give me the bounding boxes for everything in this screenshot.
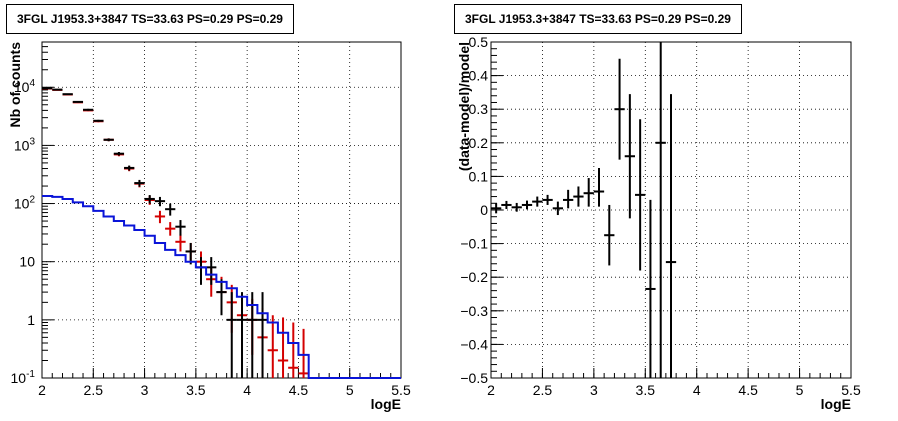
y-tick-label: 0 (480, 202, 488, 218)
data-point (134, 179, 145, 187)
y-tick-label: 0.5 (469, 34, 489, 50)
x-tick-label: 4 (243, 382, 251, 398)
data-point (113, 152, 125, 156)
data-point (226, 292, 237, 378)
data-point (236, 292, 248, 378)
x-tick-label: 5 (796, 382, 804, 398)
data-point (154, 210, 166, 224)
x-tick-label: 3 (141, 382, 149, 398)
data-point (501, 200, 512, 209)
data-point (42, 87, 53, 90)
data-point (491, 203, 502, 214)
data-point (614, 58, 625, 160)
x-tick-label: 5 (346, 382, 354, 398)
data-point (655, 42, 666, 378)
data-point (298, 328, 309, 378)
data-point (257, 292, 268, 378)
y-tick-label: 104 (14, 78, 36, 95)
data-point (154, 196, 166, 207)
data-point (72, 100, 84, 103)
y-tick-label: 1 (27, 312, 35, 328)
y-tick-label: 10 (19, 254, 35, 270)
x-tick-label: 3.5 (186, 382, 206, 398)
x-tick-label: 4.5 (289, 382, 309, 398)
data-point (288, 322, 299, 378)
data-point (62, 93, 73, 96)
data-point (103, 138, 114, 142)
y-axis-label: (data-model)/model (456, 42, 472, 171)
x-tick-label: 2.5 (533, 382, 553, 398)
y-tick-label: −0.4 (460, 336, 488, 352)
data-point (593, 168, 605, 207)
counts-chart-title: 3FGL J1953.3+3847 TS=33.63 PS=0.29 PS=0.… (6, 4, 294, 34)
data-point (542, 194, 553, 205)
data-point (635, 119, 646, 271)
data-point (124, 165, 135, 171)
y-tick-label: 103 (14, 136, 36, 153)
data-point (83, 108, 94, 111)
y-tick-label: 10-1 (11, 369, 36, 386)
data-point (175, 220, 186, 236)
counts-panel: 2 2.5 3 3.5 4 4.5 5 5.5 10-1 1 10 102 103 104 logE Nb o… (7, 41, 411, 412)
data-point (645, 199, 656, 378)
residuals-panel: 2 2.5 3 3.5 4 4.5 5 5.5 −0.5 −0.4 −0.3 −0.2 −0.1 0 0.1… (456, 34, 861, 412)
data-point (665, 94, 677, 378)
y-tick-label: −0.2 (460, 269, 488, 285)
x-axis-label: logE (821, 396, 851, 412)
data-point (624, 94, 635, 219)
data-point (165, 222, 176, 236)
data-point (93, 119, 104, 122)
y-tick-label: 0.4 (469, 68, 489, 84)
y-axis-label: Nb of counts (7, 42, 23, 128)
x-tick-label: 5.5 (841, 382, 861, 398)
data-point (206, 257, 217, 285)
series-1 (42, 87, 268, 378)
data-point (216, 279, 227, 316)
data-point (52, 88, 63, 91)
y-tick-label: 0.2 (469, 135, 489, 151)
x-tick-label: 2.5 (84, 382, 104, 398)
x-tick-label: 2 (487, 382, 495, 398)
y-tick-label: −0.3 (460, 303, 488, 319)
series-2 (42, 194, 401, 379)
data-point (247, 292, 258, 378)
x-tick-label: 3 (590, 382, 598, 398)
y-tick-label: −0.5 (460, 370, 488, 386)
y-tick-label: 0.3 (469, 101, 489, 117)
x-tick-label: 5.5 (391, 382, 411, 398)
data-point (552, 201, 563, 216)
y-tick-label: 102 (14, 195, 36, 212)
x-tick-label: 3.5 (636, 382, 656, 398)
data-point (521, 200, 533, 210)
data-point (604, 204, 615, 266)
data-point (267, 315, 278, 378)
data-point (511, 202, 522, 212)
residuals-chart-title: 3FGL J1953.3+3847 TS=33.63 PS=0.29 PS=0.… (454, 4, 742, 34)
data-point (573, 186, 584, 207)
model-step-line (42, 194, 401, 379)
data-point (583, 178, 594, 207)
series-0 (491, 42, 677, 378)
data-point (175, 233, 186, 252)
x-tick-label: 2 (38, 382, 46, 398)
data-point (532, 196, 543, 207)
data-point (563, 189, 574, 209)
x-tick-label: 4.5 (738, 382, 758, 398)
y-tick-label: −0.1 (460, 236, 488, 252)
data-point (165, 203, 176, 216)
x-axis-label: logE (371, 396, 401, 412)
data-point (144, 195, 155, 204)
x-tick-label: 4 (693, 382, 701, 398)
y-tick-label: 0.1 (469, 168, 489, 184)
data-point (277, 317, 289, 378)
